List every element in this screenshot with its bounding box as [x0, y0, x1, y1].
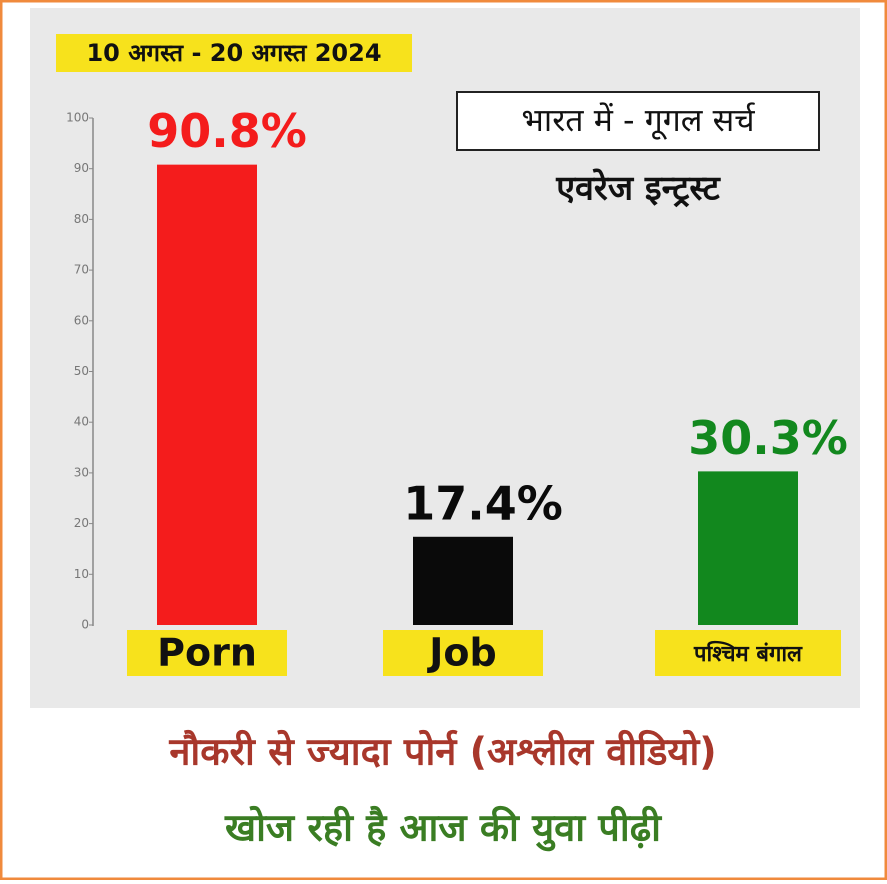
x-tick-label: पश्चिम बंगाल	[693, 640, 803, 667]
chart-title: 10 अगस्त - 20 अगस्त 2024	[86, 39, 381, 67]
x-tick-label: Job	[426, 631, 496, 675]
caption: नौकरी से ज्यादा पोर्न (अश्लील वीडियो)	[168, 730, 716, 774]
category-box	[383, 630, 543, 676]
y-tick-label: 90	[74, 161, 89, 175]
value-label: 17.4%	[403, 476, 563, 530]
y-tick-label: 50	[74, 364, 89, 378]
bar	[157, 164, 257, 626]
value-label: 30.3%	[688, 411, 848, 465]
y-tick-label: 30	[74, 465, 89, 479]
y-tick-label: 0	[81, 618, 89, 632]
category-box	[655, 630, 841, 676]
bar	[413, 536, 513, 625]
y-tick-label: 10	[74, 567, 89, 581]
y-tick-label: 60	[74, 313, 89, 327]
bar	[698, 471, 798, 625]
annotation: भारत में - गूगल सर्च	[521, 101, 755, 140]
annotation-box	[456, 91, 820, 151]
category-box	[127, 630, 287, 676]
y-tick-label: 80	[74, 212, 89, 226]
caption: खोज रही है आज की युवा पीढ़ी	[224, 806, 662, 852]
title-box	[56, 34, 412, 72]
y-tick-label: 70	[74, 263, 89, 277]
y-tick-label: 20	[74, 516, 89, 530]
value-label: 90.8%	[147, 104, 307, 158]
y-tick-label: 40	[74, 415, 89, 429]
annotation: एवरेज इन्ट्रस्ट	[555, 168, 721, 209]
y-tick-label: 100	[66, 111, 89, 125]
x-tick-label: Porn	[157, 631, 257, 675]
